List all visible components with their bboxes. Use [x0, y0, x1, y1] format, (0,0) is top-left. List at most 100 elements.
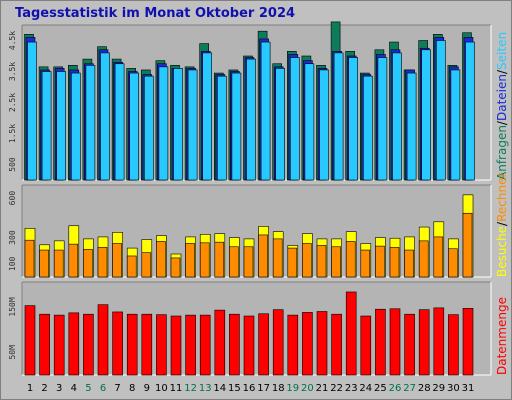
bar-datenmenge-day-1 [24, 305, 36, 376]
bar-seiten-day-17 [260, 41, 271, 181]
bar-rechner-day-24 [360, 249, 371, 278]
bar-datenmenge-day-19 [287, 314, 299, 376]
bar-seiten-day-25 [377, 57, 388, 181]
bar-seiten-day-4 [71, 72, 81, 181]
bar-rechner-day-9 [141, 252, 152, 278]
bar-rechner-day-5 [83, 249, 93, 278]
bar-rechner-day-18 [272, 238, 283, 278]
bar-rechner-day-31 [462, 212, 473, 278]
day-label-25: 25 [374, 383, 387, 394]
bar-datenmenge-day-2 [39, 313, 50, 376]
day-label-15: 15 [228, 383, 241, 394]
bar-rechner-day-23 [345, 241, 356, 278]
legend-entry-rechner: Rechner [495, 173, 509, 222]
bar-rechner-day-2 [39, 249, 49, 278]
legend-entry-seiten: Seiten [495, 32, 509, 70]
legend-kbytes: Datenmenge [495, 297, 509, 375]
legend-separator: / [495, 120, 509, 125]
day-label-31: 31 [462, 383, 475, 394]
bar-seiten-day-22 [333, 52, 344, 181]
bar-rechner-day-1 [24, 239, 35, 278]
bar-rechner-day-6 [97, 247, 108, 278]
bar-rechner-day-8 [126, 255, 137, 278]
bar-datenmenge-day-4 [68, 312, 80, 376]
bar-seiten-day-9 [144, 75, 154, 181]
bar-datenmenge-day-9 [141, 313, 153, 376]
legend-visits: Besuche/Rechner [495, 173, 509, 277]
day-label-11: 11 [170, 383, 183, 394]
legend-entry-dateien: Dateien [495, 74, 509, 121]
bar-datenmenge-day-17 [258, 313, 269, 376]
bar-rechner-day-14 [214, 241, 225, 278]
legend-hits: Anfragen/Dateien/Seiten [495, 32, 509, 180]
bar-rechner-day-19 [287, 247, 298, 278]
bar-seiten-day-23 [348, 57, 359, 181]
day-label-14: 14 [213, 383, 226, 394]
bar-seiten-day-10 [158, 66, 169, 181]
day-label-1: 1 [27, 383, 33, 394]
day-label-7: 7 [114, 383, 120, 394]
y-tick-hits-1.5k: 1.5k [8, 124, 17, 143]
bar-datenmenge-day-15 [229, 313, 240, 376]
y-tick-kbytes-150M: 150M [8, 297, 17, 316]
day-label-4: 4 [71, 383, 77, 394]
bar-rechner-day-13 [199, 242, 210, 278]
bar-rechner-day-15 [229, 246, 239, 278]
y-tick-visits-100: 100 [8, 256, 17, 271]
bar-datenmenge-day-29 [433, 307, 445, 376]
bar-seiten-day-6 [100, 52, 110, 181]
day-label-22: 22 [330, 383, 343, 394]
bar-rechner-day-27 [404, 249, 414, 278]
day-label-5: 5 [85, 383, 91, 394]
day-label-29: 29 [432, 383, 445, 394]
bar-datenmenge-day-23 [345, 291, 357, 376]
bar-seiten-day-18 [275, 68, 286, 181]
day-label-28: 28 [418, 383, 431, 394]
bar-rechner-day-29 [433, 236, 444, 278]
day-label-26: 26 [389, 383, 402, 394]
bar-rechner-day-16 [243, 246, 254, 278]
day-label-2: 2 [41, 383, 47, 394]
bar-datenmenge-day-10 [156, 314, 167, 376]
day-label-16: 16 [243, 383, 256, 394]
bar-datenmenge-day-13 [199, 314, 211, 376]
bar-datenmenge-day-24 [360, 315, 372, 376]
bar-seiten-day-15 [231, 72, 242, 181]
bar-seiten-day-13 [202, 52, 212, 181]
bar-datenmenge-day-28 [418, 309, 430, 376]
bar-rechner-day-11 [170, 257, 181, 278]
bar-seiten-day-20 [304, 63, 315, 181]
bar-datenmenge-day-14 [214, 309, 226, 376]
y-tick-hits-4.5k: 4.5k [8, 31, 17, 50]
bar-datenmenge-day-6 [97, 304, 109, 376]
bar-seiten-day-3 [56, 71, 67, 181]
bar-datenmenge-day-30 [448, 314, 459, 376]
day-label-9: 9 [144, 383, 150, 394]
y-tick-visits-300: 300 [8, 230, 17, 245]
bar-seiten-day-27 [406, 72, 417, 181]
bar-rechner-day-21 [316, 245, 327, 278]
legend-entry-anfragen: Anfragen [495, 125, 509, 180]
bar-rechner-day-7 [112, 243, 122, 278]
bar-seiten-day-2 [41, 71, 52, 181]
bar-datenmenge-day-7 [112, 311, 123, 376]
bar-seiten-day-5 [85, 65, 96, 181]
bar-seiten-day-16 [246, 58, 256, 181]
bar-datenmenge-day-8 [126, 313, 138, 376]
bar-seiten-day-29 [435, 40, 446, 181]
y-tick-hits-2.5k: 2.5k [8, 93, 17, 112]
y-tick-hits-3.5k: 3.5k [8, 62, 17, 81]
bar-datenmenge-day-18 [272, 309, 284, 376]
day-label-13: 13 [199, 383, 212, 394]
bar-seiten-day-11 [173, 68, 183, 181]
bar-datenmenge-day-12 [185, 314, 196, 376]
bar-datenmenge-day-5 [83, 313, 94, 376]
bar-datenmenge-day-22 [331, 313, 342, 376]
bar-seiten-day-21 [319, 69, 329, 181]
bar-datenmenge-day-21 [316, 311, 328, 376]
bar-seiten-day-12 [187, 69, 198, 181]
legend-separator: / [495, 69, 509, 74]
bar-datenmenge-day-11 [170, 315, 182, 376]
bar-seiten-day-30 [450, 69, 461, 181]
